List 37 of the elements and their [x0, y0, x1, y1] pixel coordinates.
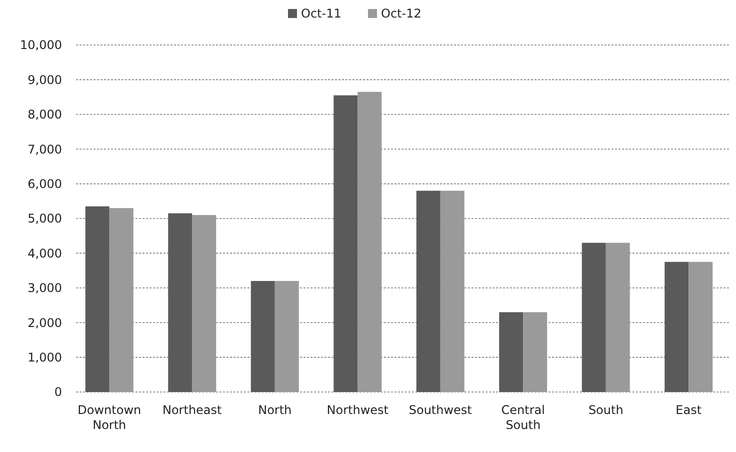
x-tick-label: Southwest — [408, 403, 472, 417]
y-tick-label: 10,000 — [20, 38, 62, 52]
y-tick-label: 9,000 — [28, 72, 62, 87]
legend-label: Oct-12 — [381, 6, 422, 20]
bar — [664, 262, 689, 392]
bar — [582, 242, 606, 392]
bar — [688, 262, 713, 392]
x-tick-label: North — [258, 403, 292, 417]
bar — [85, 206, 110, 392]
y-tick-label: 5,000 — [28, 212, 62, 226]
legend-label: Oct-11 — [301, 6, 342, 20]
x-tick-label: Downtown North — [78, 403, 142, 432]
y-tick-label: 6,000 — [28, 177, 62, 191]
bar — [440, 190, 464, 392]
bar — [523, 312, 548, 392]
bar — [334, 95, 358, 392]
bar — [358, 92, 382, 392]
y-tick-label: 0 — [54, 385, 62, 400]
x-tick-label: Central South — [501, 403, 545, 432]
bar — [499, 312, 524, 392]
y-tick-label: 4,000 — [28, 246, 62, 260]
x-tick-label: East — [676, 403, 702, 417]
bar — [274, 280, 299, 392]
bar — [109, 208, 134, 392]
y-tick-label: 8,000 — [28, 108, 62, 122]
x-tick-label: Northeast — [162, 403, 222, 417]
y-tick-label: 7,000 — [28, 142, 62, 156]
bar — [168, 213, 192, 392]
bar — [606, 242, 630, 392]
y-tick-label: 1,000 — [28, 350, 62, 364]
bar — [192, 215, 216, 392]
x-tick-label: South — [588, 403, 624, 417]
y-tick-label: 2,000 — [28, 316, 62, 330]
bar — [416, 190, 440, 392]
y-tick-label: 3,000 — [28, 281, 62, 296]
bar — [250, 280, 275, 392]
x-tick-label: Northwest — [326, 403, 389, 417]
